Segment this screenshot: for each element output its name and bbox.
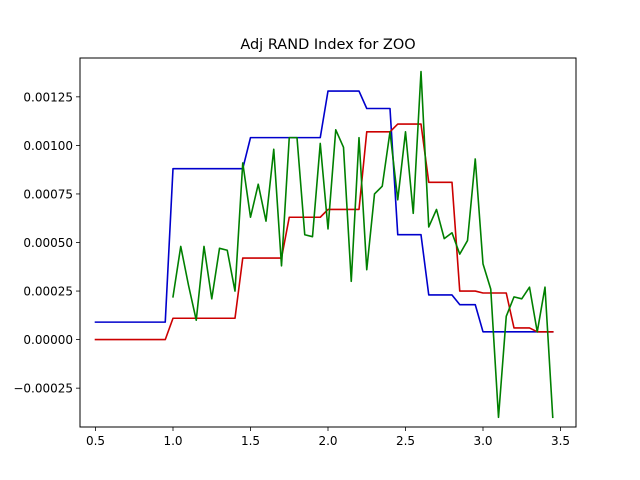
x-tick-label: 3.0 <box>473 434 492 448</box>
x-tick-label: 2.0 <box>318 434 337 448</box>
x-tick-label: 0.5 <box>86 434 105 448</box>
y-tick-label: −0.00025 <box>13 382 73 396</box>
y-tick-label: 0.00125 <box>23 90 73 104</box>
series-layer <box>94 70 554 419</box>
y-tick-label: 0.00075 <box>23 187 73 201</box>
x-tick-label: 1.0 <box>163 434 182 448</box>
x-tick-label: 2.5 <box>396 434 415 448</box>
y-tick-label: 0.00000 <box>23 333 73 347</box>
x-tick-label: 3.5 <box>551 434 570 448</box>
series-line-2 <box>94 123 554 341</box>
chart-title: Adj RAND Index for ZOO <box>240 37 415 53</box>
y-tick-label: 0.00050 <box>23 236 73 250</box>
y-axis: −0.00025 0.00000 0.00025 0.00050 0.00075 0.00… <box>13 90 80 396</box>
y-tick-label: 0.00100 <box>23 139 73 153</box>
series-line-1 <box>94 90 554 333</box>
x-axis: 0.5 1.0 1.5 2.0 2.5 3.0 3.5 <box>86 427 570 448</box>
series-line-3 <box>172 70 554 419</box>
x-tick-label: 1.5 <box>241 434 260 448</box>
y-tick-label: 0.00025 <box>23 285 73 299</box>
